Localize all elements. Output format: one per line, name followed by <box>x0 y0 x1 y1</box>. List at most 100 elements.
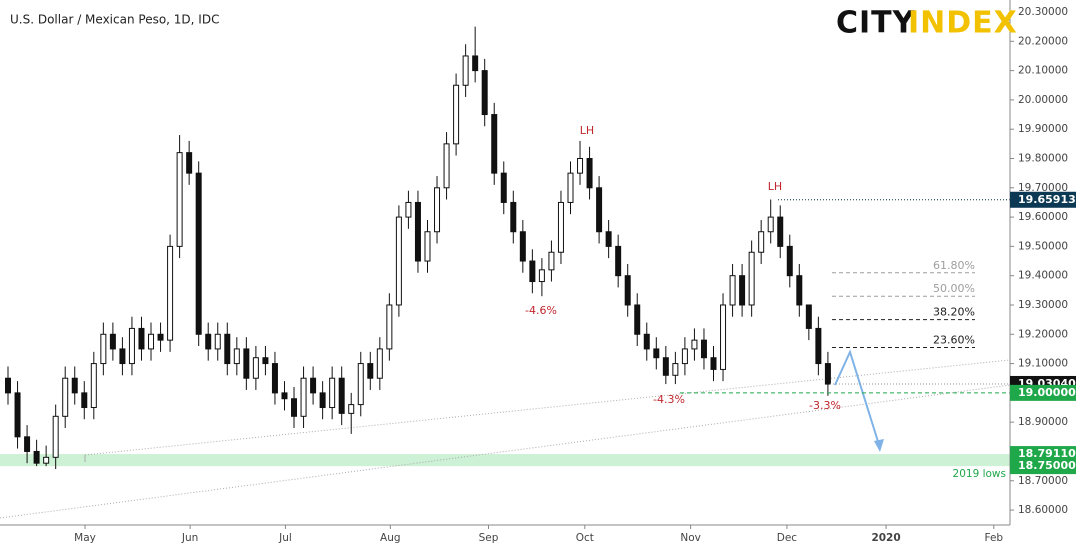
candle-body <box>777 216 784 247</box>
candle-body <box>271 363 278 394</box>
candle-body <box>538 269 545 283</box>
candle-body <box>176 152 183 247</box>
candle-body <box>281 392 288 400</box>
candle-body <box>662 357 669 376</box>
candle-body <box>548 251 555 271</box>
price-tag-label: 19.00000 <box>1018 386 1076 399</box>
y-tick-label: 19.20000 <box>1018 328 1068 340</box>
annotation: LH <box>768 180 782 193</box>
candle-body <box>338 377 345 414</box>
y-tick-label: 18.90000 <box>1018 416 1068 428</box>
candle-body <box>767 216 774 233</box>
candle-body <box>577 157 584 174</box>
candle-body <box>357 363 364 406</box>
candle-body <box>386 304 393 350</box>
candle-body <box>252 357 259 379</box>
candle-body <box>624 275 631 306</box>
annotation: LH <box>580 124 594 137</box>
x-tick-label: May <box>74 532 96 544</box>
candle-body <box>90 363 97 409</box>
candle-body <box>729 275 736 306</box>
candle-body <box>33 450 40 464</box>
candle-body <box>157 333 164 341</box>
candle-body <box>710 357 717 370</box>
y-tick-label: 18.70000 <box>1018 475 1068 487</box>
candle-body <box>395 216 402 306</box>
candle-body <box>434 187 441 233</box>
candle-body <box>653 348 660 359</box>
candle-body <box>720 304 727 370</box>
arrow-head <box>874 439 884 452</box>
y-tick-label: 19.10000 <box>1018 358 1068 370</box>
candle-body <box>348 404 355 414</box>
grid <box>0 454 1010 467</box>
candle-body <box>233 348 240 365</box>
candle-body <box>43 456 50 464</box>
y-tick-label: 20.30000 <box>1018 6 1068 18</box>
candle-body <box>167 245 174 341</box>
price-tag-label: 18.79110 <box>1018 447 1076 460</box>
candle-body <box>5 377 12 394</box>
candle-body <box>119 348 126 365</box>
candle-body <box>52 415 59 458</box>
candle-body <box>148 333 155 350</box>
brand-index: INDEX <box>908 6 1018 41</box>
x-tick-label: Nov <box>680 532 701 544</box>
candle-body <box>481 70 488 116</box>
trendline <box>84 359 1011 456</box>
candle-body <box>443 143 450 189</box>
chart-title: U.S. Dollar / Mexican Peso, 1D, IDC <box>10 13 219 27</box>
projection-arrow <box>834 349 881 449</box>
candle-body <box>128 327 135 365</box>
candle-body <box>529 260 536 283</box>
candle-body <box>796 275 803 306</box>
y-tick-label: 19.90000 <box>1018 123 1068 135</box>
x-tick-label: Oct <box>576 532 594 544</box>
overlay <box>0 349 1011 519</box>
candle-body <box>815 327 822 365</box>
candle-body <box>615 245 622 277</box>
candle-body <box>462 55 469 86</box>
candle-body <box>214 333 221 350</box>
x-tick-label: Feb <box>984 532 1003 544</box>
x-tick-label: Jul <box>278 532 292 544</box>
candle-body <box>195 172 202 335</box>
candle-body <box>424 231 431 262</box>
y-tick-label: 19.70000 <box>1018 182 1068 194</box>
annotation: -3.3% <box>809 399 841 412</box>
price-tag <box>1010 458 1076 475</box>
candle-body <box>758 231 765 253</box>
annotation: -4.3% <box>653 393 685 406</box>
candle-body <box>519 231 526 262</box>
y-tick-label: 20.20000 <box>1018 35 1068 47</box>
candle-body <box>243 348 250 379</box>
price-tag <box>1010 384 1076 401</box>
candle-body <box>319 392 326 409</box>
levels: 61.80% 50.00% 38.20% 23.60% <box>680 199 1010 394</box>
candle-body <box>491 114 498 174</box>
candle-body <box>310 377 317 394</box>
candle-body <box>100 333 107 365</box>
candle-body <box>109 333 116 350</box>
price-tag-label: 18.75000 <box>1018 459 1076 472</box>
price-tag-label: 19.65913 <box>1018 193 1076 206</box>
y-tick-label: 19.50000 <box>1018 240 1068 252</box>
candle-body <box>81 392 88 409</box>
y-tick-label: 18.60000 <box>1018 504 1068 516</box>
fib-label: 61.80% <box>933 259 975 272</box>
candle-body <box>681 348 688 365</box>
candle-body <box>414 201 421 262</box>
candle-body <box>500 172 507 203</box>
candle-body <box>805 304 812 329</box>
x-tick-label: 2020 <box>871 532 900 544</box>
candle-body <box>262 357 269 365</box>
candle-body <box>472 55 479 72</box>
fib-label: 38.20% <box>933 306 975 319</box>
candle-body <box>824 363 831 385</box>
candle-body <box>300 377 307 417</box>
price-tag <box>1010 191 1076 208</box>
candle-body <box>586 157 593 189</box>
candle-body <box>596 187 603 233</box>
candle-body <box>567 172 574 203</box>
